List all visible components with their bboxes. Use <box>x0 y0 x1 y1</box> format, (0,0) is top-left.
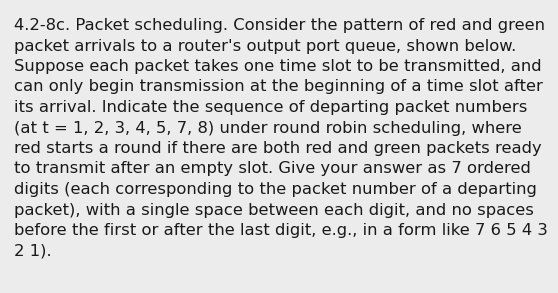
Text: 2 1).: 2 1). <box>14 243 52 258</box>
Text: can only begin transmission at the beginning of a time slot after: can only begin transmission at the begin… <box>14 79 543 95</box>
Text: its arrival. Indicate the sequence of departing packet numbers: its arrival. Indicate the sequence of de… <box>14 100 527 115</box>
Text: to transmit after an empty slot. Give your answer as 7 ordered: to transmit after an empty slot. Give yo… <box>14 161 531 176</box>
Text: 4.2-8c. Packet scheduling. Consider the pattern of red and green: 4.2-8c. Packet scheduling. Consider the … <box>14 18 545 33</box>
Text: packet), with a single space between each digit, and no spaces: packet), with a single space between eac… <box>14 202 534 217</box>
Text: digits (each corresponding to the packet number of a departing: digits (each corresponding to the packet… <box>14 182 537 197</box>
Text: red starts a round if there are both red and green packets ready: red starts a round if there are both red… <box>14 141 542 156</box>
Text: packet arrivals to a router's output port queue, shown below.: packet arrivals to a router's output por… <box>14 38 516 54</box>
Text: before the first or after the last digit, e.g., in a form like 7 6 5 4 3: before the first or after the last digit… <box>14 223 548 238</box>
Text: Suppose each packet takes one time slot to be transmitted, and: Suppose each packet takes one time slot … <box>14 59 542 74</box>
Text: (at t = 1, 2, 3, 4, 5, 7, 8) under round robin scheduling, where: (at t = 1, 2, 3, 4, 5, 7, 8) under round… <box>14 120 522 135</box>
